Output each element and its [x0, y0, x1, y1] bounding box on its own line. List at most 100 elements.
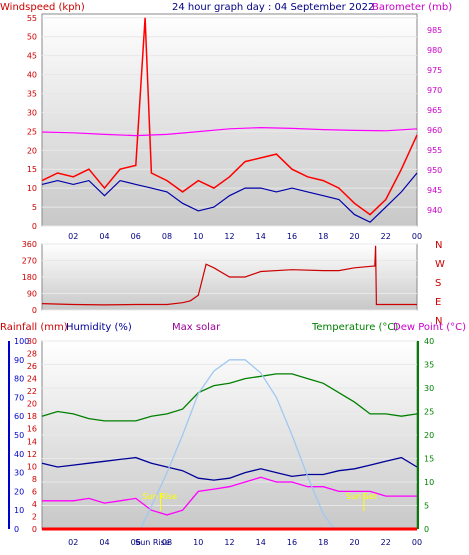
humidity-axis-label: Humidity (%) — [66, 322, 132, 333]
rain-tick-label: 18 — [27, 412, 37, 421]
rain-tick-label: 28 — [27, 350, 37, 359]
x-tick-label: 02 — [68, 232, 78, 241]
x-tick-label: 08 — [162, 232, 172, 241]
humidity-tick-label: 40 — [14, 450, 24, 459]
temp-tick-label: 10 — [424, 478, 434, 487]
wind-series — [41, 17, 418, 223]
rain-tick-label: 26 — [27, 362, 37, 371]
humidity-tick-label: 60 — [14, 412, 24, 421]
wind-y-ticks: 0 5 10 15 20 25 30 35 40 45 50 55 — [27, 14, 37, 231]
wind-tick-label: 15 — [27, 165, 37, 174]
direction-y-ticks: 0 90 180 270 360 — [22, 240, 37, 315]
series-line-temperature-c- — [41, 373, 418, 422]
temp-tick-label: 30 — [424, 384, 434, 393]
series-line-barometer-mb- — [41, 126, 418, 137]
x-tick-label: 10 — [193, 538, 203, 547]
compass-label: N — [435, 316, 442, 327]
x-tick-label: 12 — [224, 232, 234, 241]
direction-tick-label: 90 — [27, 290, 37, 299]
compass-label: S — [435, 278, 441, 289]
temp-x-ticks: 02 04 06 08 10 12 14 16 18 20 22 00 — [68, 538, 422, 547]
temp-tick-label: 20 — [424, 431, 434, 440]
x-tick-label: 12 — [224, 538, 234, 547]
sun-rise-label: Sun Rise — [142, 492, 177, 501]
x-tick-label: 16 — [287, 538, 297, 547]
compass-label: E — [435, 297, 441, 308]
temp-tick-label: 15 — [424, 455, 434, 464]
humidity-tick-label: 20 — [14, 487, 24, 496]
x-tick-label: 22 — [381, 538, 391, 547]
series-line-max-solar — [139, 359, 335, 530]
temp-series — [41, 359, 418, 531]
series-line-average-wind — [41, 172, 418, 223]
wind-tick-label: 20 — [27, 146, 37, 155]
compass-label: N — [435, 240, 442, 251]
wind-tick-label: 30 — [27, 108, 37, 117]
wind-tick-label: 55 — [27, 14, 37, 23]
series-line-windspeed-kph- — [41, 17, 418, 216]
series-line-wind-direction — [41, 245, 417, 306]
series-line-humidity- — [41, 456, 418, 481]
wind-tick-label: 5 — [32, 203, 37, 212]
rain-tick-label: 0 — [32, 525, 37, 534]
barometer-tick-label: 945 — [427, 186, 442, 195]
rain-tick-label: 10 — [27, 462, 37, 471]
x-tick-label: 00 — [412, 232, 422, 241]
windspeed-axis-label: Windspeed (kph) — [0, 2, 85, 13]
temp-tick-label: 35 — [424, 361, 434, 370]
temp-tick-label: 0 — [424, 525, 429, 534]
barometer-tick-label: 950 — [427, 166, 442, 175]
rain-tick-label: 12 — [27, 450, 37, 459]
humidity-tick-label: 100 — [14, 337, 29, 346]
x-tick-label: 08 — [162, 538, 172, 547]
wind-tick-label: 45 — [27, 52, 37, 61]
humidity-tick-label: 10 — [14, 506, 24, 515]
wind-tick-label: 0 — [32, 222, 37, 231]
rain-tick-label: 2 — [32, 512, 37, 521]
x-tick-label: 06 — [131, 232, 141, 241]
series-line-dew-point-c- — [42, 476, 417, 516]
rain-tick-label: 14 — [27, 437, 37, 446]
direction-tick-label: 270 — [22, 257, 37, 266]
x-tick-label: 14 — [256, 232, 266, 241]
dewpoint-axis-label: Dew Point (°C) — [393, 322, 466, 333]
barometer-tick-label: 980 — [427, 46, 442, 55]
barometer-tick-label: 975 — [427, 66, 442, 75]
temperature-axis-label: Temperature (°C) — [311, 322, 398, 333]
x-tick-label: 06 — [131, 538, 141, 547]
humidity-tick-label: 90 — [14, 356, 24, 365]
x-tick-label: 02 — [68, 538, 78, 547]
humidity-tick-label: 50 — [14, 431, 24, 440]
temp-y-ticks: 0 5 10 15 20 25 30 35 40 — [424, 337, 434, 534]
rain-tick-label: 24 — [27, 375, 37, 384]
rain-tick-label: 20 — [27, 400, 37, 409]
x-tick-label: 04 — [99, 538, 109, 547]
rain-tick-label: 4 — [32, 500, 37, 509]
barometer-tick-label: 970 — [427, 86, 442, 95]
barometer-tick-label: 960 — [427, 126, 442, 135]
x-tick-label: 04 — [99, 232, 109, 241]
barometer-tick-label: 965 — [427, 106, 442, 115]
wind-tick-label: 50 — [27, 33, 37, 42]
x-tick-label: 20 — [349, 232, 359, 241]
wind-tick-label: 10 — [27, 184, 37, 193]
x-tick-label: 14 — [256, 538, 266, 547]
rainfall-axis-label: Rainfall (mm) — [0, 322, 68, 333]
humidity-y-ticks: 0 10 20 30 40 50 60 70 80 90 100 — [14, 337, 29, 534]
wind-tick-label: 35 — [27, 90, 37, 99]
direction-tick-label: 360 — [22, 240, 37, 249]
sun-markers: Sun Rise Sun Set — [142, 492, 377, 511]
x-tick-label: 18 — [318, 538, 328, 547]
temp-tick-label: 25 — [424, 408, 434, 417]
wind-x-ticks: 02 04 06 08 10 12 14 16 18 20 22 00 — [68, 232, 422, 241]
wind-panel-bg — [41, 13, 418, 227]
sun-set-label: Sun Set — [346, 492, 377, 501]
sun-rise-axis-label: Sun Rise — [135, 538, 170, 547]
rain-tick-label: 22 — [27, 387, 37, 396]
direction-tick-label: 0 — [32, 306, 37, 315]
x-tick-label: 22 — [381, 232, 391, 241]
barometer-tick-label: 955 — [427, 146, 442, 155]
direction-series — [41, 245, 417, 306]
